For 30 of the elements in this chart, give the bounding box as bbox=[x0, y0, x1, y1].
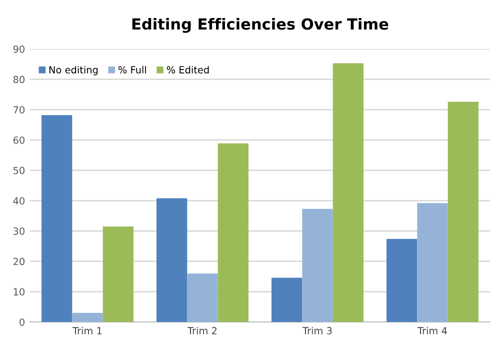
y-tick-label: 70 bbox=[14, 106, 24, 114]
x-tick-label: Trim 4 bbox=[417, 326, 447, 334]
y-tick-label: 60 bbox=[13, 136, 24, 144]
x-tick-label: Trim 3 bbox=[302, 326, 332, 334]
bar bbox=[302, 208, 333, 322]
legend-label: No editing bbox=[49, 66, 98, 76]
y-tick-label: 20 bbox=[13, 258, 24, 266]
y-tick-label: 30 bbox=[14, 227, 24, 235]
y-tick-label: 50 bbox=[14, 166, 24, 174]
bar bbox=[272, 278, 302, 322]
bar bbox=[218, 143, 248, 322]
y-tick-label: 80 bbox=[13, 76, 24, 84]
bar bbox=[156, 198, 188, 322]
x-tick-label: Trim 2 bbox=[187, 326, 216, 334]
bar bbox=[448, 102, 478, 322]
bar bbox=[72, 312, 103, 322]
bar bbox=[102, 226, 134, 322]
x-tick-label: Trim 1 bbox=[72, 326, 102, 334]
bar bbox=[417, 203, 448, 322]
y-tick-label: 10 bbox=[14, 288, 24, 296]
legend-label: % Edited bbox=[166, 66, 209, 74]
bar bbox=[332, 63, 364, 322]
chart-title: Editing Efficiencies Over Time bbox=[132, 18, 388, 33]
y-tick-label: 40 bbox=[13, 197, 24, 204]
bar bbox=[187, 273, 218, 322]
legend-label: % Full bbox=[118, 66, 146, 74]
bar bbox=[42, 115, 72, 322]
y-tick-label: 0 bbox=[20, 318, 24, 326]
bar bbox=[386, 238, 418, 322]
y-tick-label: 90 bbox=[13, 45, 24, 53]
